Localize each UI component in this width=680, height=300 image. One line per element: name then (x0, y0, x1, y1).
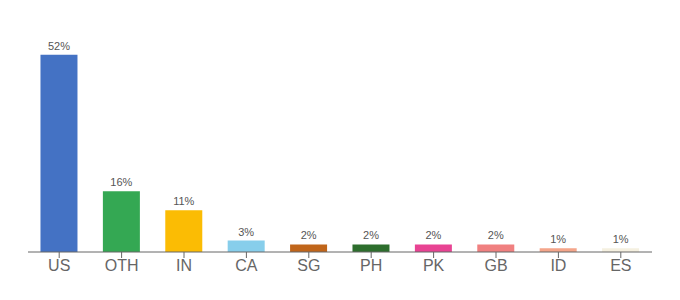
svg-text:2%: 2% (301, 229, 317, 241)
svg-text:IN: IN (176, 257, 192, 274)
svg-text:PH: PH (360, 257, 382, 274)
svg-text:GB: GB (484, 257, 507, 274)
svg-text:16%: 16% (110, 176, 132, 188)
svg-text:PK: PK (423, 257, 445, 274)
svg-text:52%: 52% (48, 40, 70, 52)
svg-text:1%: 1% (613, 233, 629, 245)
svg-text:US: US (48, 257, 70, 274)
svg-text:2%: 2% (425, 229, 441, 241)
svg-text:CA: CA (235, 257, 258, 274)
svg-text:SG: SG (297, 257, 320, 274)
svg-text:2%: 2% (363, 229, 379, 241)
svg-text:1%: 1% (550, 233, 566, 245)
svg-text:11%: 11% (173, 195, 194, 207)
svg-text:2%: 2% (488, 229, 504, 241)
svg-text:ID: ID (550, 257, 566, 274)
svg-text:3%: 3% (238, 226, 254, 238)
svg-text:ES: ES (610, 257, 631, 274)
svg-text:OTH: OTH (105, 257, 139, 274)
